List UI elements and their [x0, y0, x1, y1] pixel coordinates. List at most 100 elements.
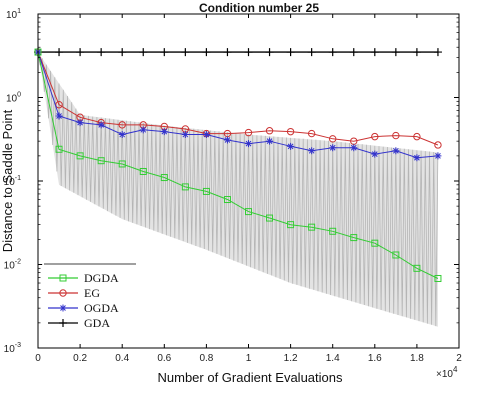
- series-point-ogda: [287, 142, 295, 150]
- series-point-dgda: [223, 196, 231, 204]
- series-point-gda: [307, 48, 316, 57]
- legend-item-gda: GDA: [48, 316, 110, 330]
- series-point-gda: [118, 48, 127, 57]
- x-tick-label: 1.2: [284, 353, 298, 364]
- legend-marker-eg: [59, 289, 67, 297]
- y-tick-label: 101: [6, 8, 21, 21]
- legend-label-eg: EG: [84, 286, 100, 300]
- series-point-gda: [160, 48, 169, 57]
- series-point-eg: [55, 100, 63, 109]
- series-point-ogda: [139, 126, 147, 134]
- series-point-eg: [118, 121, 126, 129]
- series-point-ogda: [55, 112, 63, 120]
- series-gda: [34, 48, 442, 57]
- series-point-ogda: [413, 154, 421, 162]
- axes: 0 0.2 0.4 0.6 0.8 1 1.2 1.4 1.6 1.8 2 10-3 10-2 10-1 1…: [4, 8, 463, 364]
- series-point-gda: [286, 48, 295, 57]
- series-point-gda: [223, 48, 232, 57]
- series-point-eg: [244, 128, 253, 137]
- series-point-dgda: [287, 221, 295, 229]
- series-point-dgda: [245, 208, 252, 216]
- series-point-gda: [202, 48, 211, 57]
- series-point-ogda: [434, 152, 442, 160]
- y-tick-label: 10-3: [4, 342, 21, 355]
- x-axis-label: Number of Gradient Evaluations: [158, 370, 343, 385]
- series-point-dgda: [55, 145, 63, 153]
- series-point-dgda: [371, 239, 379, 247]
- series-point-eg: [265, 127, 274, 135]
- series-point-ogda: [266, 137, 274, 145]
- series-point-dgda: [118, 160, 126, 168]
- series-point-gda: [55, 48, 64, 57]
- legend-marker-ogda: [59, 304, 67, 312]
- series-point-dgda: [181, 183, 189, 191]
- series-point-ogda: [160, 128, 168, 136]
- series-point-dgda: [413, 264, 421, 272]
- x-tick-label: 1.4: [326, 353, 340, 364]
- legend-box: [42, 264, 134, 328]
- series-point-eg: [371, 132, 379, 141]
- variance-band: [37, 52, 439, 327]
- legend-label-dgda: DGDA: [84, 271, 119, 285]
- series-line-ogda: [37, 51, 438, 159]
- y-tick-label: 10-1: [4, 175, 21, 188]
- series-layer: [34, 48, 442, 282]
- series-point-ogda: [329, 144, 337, 152]
- series-point-ogda: [97, 121, 105, 129]
- x-tick-label: 1.8: [410, 353, 424, 364]
- series-dgda: [34, 48, 442, 282]
- variance-band-oscillation: [37, 52, 439, 327]
- series-point-ogda: [223, 136, 231, 144]
- series-point-gda: [244, 48, 253, 57]
- series-point-gda: [370, 48, 379, 57]
- legend-marker-gda: [59, 319, 67, 327]
- x-tick-label: 2: [456, 353, 462, 364]
- series-point-dgda: [97, 157, 105, 165]
- series-point-ogda: [202, 131, 210, 139]
- chart-title: Condition number 25: [199, 1, 319, 15]
- series-ogda: [34, 48, 442, 162]
- legend-marker-dgda: [59, 274, 67, 282]
- series-point-dgda: [202, 187, 210, 195]
- series-point-eg: [329, 135, 337, 143]
- series-point-eg: [392, 131, 400, 140]
- series-point-ogda: [371, 150, 379, 158]
- series-point-dgda: [139, 167, 147, 175]
- variance-band-fill: [38, 52, 438, 327]
- series-point-ogda: [350, 144, 358, 152]
- series-point-dgda: [308, 223, 316, 231]
- x-axis-exponent: ×104: [436, 365, 458, 380]
- series-point-gda: [97, 48, 106, 57]
- series-point-dgda: [392, 251, 400, 259]
- legend-label-gda: GDA: [84, 316, 110, 330]
- y-axis-label: Distance to Saddle Point: [0, 109, 15, 252]
- series-point-gda: [265, 48, 274, 57]
- x-tick-label: 1.6: [368, 353, 382, 364]
- series-point-gda: [391, 48, 400, 57]
- x-tick-label: 0.8: [199, 353, 213, 364]
- series-point-eg: [286, 127, 295, 136]
- series-point-eg: [307, 129, 316, 138]
- series-point-ogda: [118, 131, 126, 139]
- series-point-dgda: [434, 274, 442, 282]
- x-tick-label: 0.4: [115, 353, 129, 364]
- y-tick-label: 100: [6, 92, 21, 105]
- legend-label-ogda: OGDA: [84, 301, 119, 315]
- x-tick-label: 0.2: [73, 353, 87, 364]
- series-point-dgda: [350, 234, 358, 242]
- series-point-ogda: [76, 119, 84, 127]
- series-point-eg: [413, 132, 421, 141]
- x-tick-label: 0: [35, 353, 41, 364]
- series-point-gda: [328, 48, 337, 57]
- series-point-dgda: [160, 174, 168, 182]
- series-point-gda: [349, 48, 358, 57]
- series-point-gda: [412, 48, 421, 57]
- x-tick-label: 1: [246, 353, 252, 364]
- series-point-gda: [76, 48, 85, 57]
- series-point-gda: [139, 48, 148, 57]
- series-point-ogda: [245, 140, 252, 148]
- series-point-dgda: [266, 214, 274, 222]
- series-point-ogda: [181, 131, 189, 139]
